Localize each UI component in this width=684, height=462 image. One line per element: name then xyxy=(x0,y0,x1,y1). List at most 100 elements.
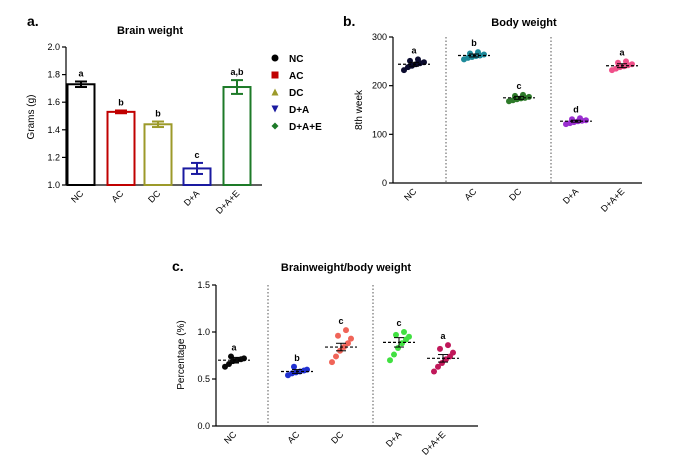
panel-a-bar xyxy=(106,110,136,186)
panel-a-significance-label: b xyxy=(118,97,124,107)
panel-a-legend-marker xyxy=(271,88,279,96)
panel-b-title: Body weight xyxy=(491,17,557,29)
panel-a-legend-marker xyxy=(271,71,279,79)
panel-b-data-point xyxy=(407,57,413,64)
panel-b-ylabel: 8th week xyxy=(354,89,365,130)
panel-c-category-label: DC xyxy=(329,429,346,446)
panel-b-ytick-label: 0 xyxy=(382,178,387,188)
panel-a-category-label: DC xyxy=(146,188,163,205)
panel-a-legend-label: D+A+E xyxy=(289,122,322,133)
panel-c-data-point xyxy=(335,332,341,339)
panel-b-ytick-label: 200 xyxy=(372,81,387,91)
panel-b-data-point xyxy=(415,56,421,63)
panel-c-category-label: D+A+E xyxy=(420,429,448,457)
panel-b-category-label: AC xyxy=(462,186,478,202)
panel-a-title: Brain weight xyxy=(117,25,183,37)
panel-a-legend-label: D+A xyxy=(289,105,309,116)
panel-a-bar xyxy=(222,86,252,186)
panel-b-data-point xyxy=(520,91,526,98)
panel-c-data-point xyxy=(345,340,351,347)
panel-c-data-point xyxy=(391,351,397,358)
panel-b-data-point xyxy=(629,61,635,68)
panel-c-data-point xyxy=(329,359,335,366)
panel-b-significance-label: a xyxy=(619,47,625,57)
panel-b-ytick-label: 100 xyxy=(372,129,387,139)
panel-b-ytick-label: 300 xyxy=(372,32,387,42)
panel-b-data-point xyxy=(615,59,621,66)
panel-c-data-point xyxy=(333,353,339,360)
panel-b-category-label: NC xyxy=(402,186,419,203)
panel-a-legend-label: DC xyxy=(289,88,303,99)
panel-c-data-point xyxy=(431,368,437,375)
panel-a-category-label: AC xyxy=(109,188,125,204)
panel-b-category-label: D+A+E xyxy=(599,186,627,214)
panel-a-ytick-label: 1.4 xyxy=(47,125,60,135)
panel-c-category-label: D+A xyxy=(384,429,404,449)
panel-c-ytick-label: 1.0 xyxy=(197,327,210,337)
panel-c-data-point xyxy=(406,333,412,340)
panel-a-significance-label: a,b xyxy=(230,67,244,77)
panel-b-data-point xyxy=(526,93,532,100)
panel-c-data-point xyxy=(395,344,401,351)
panel-a-ylabel: Grams (g) xyxy=(26,95,37,140)
panel-c-data-point xyxy=(348,335,354,342)
panel-c-title: Brainweight/body weight xyxy=(281,262,412,274)
panel-a-legend-label: NC xyxy=(289,54,303,65)
panel-c-ytick-label: 0.0 xyxy=(197,421,210,431)
panel-a-significance-label: c xyxy=(194,150,199,160)
panel-b-significance-label: d xyxy=(573,104,579,114)
panel-a-legend-marker xyxy=(271,54,279,62)
panel-a-ytick-label: 1.2 xyxy=(47,152,60,162)
panel-a-significance-label: a xyxy=(78,69,84,79)
panel-c-data-point xyxy=(228,353,234,360)
panel-a-label: a. xyxy=(27,13,39,29)
panel-c-data-point xyxy=(393,331,399,338)
panel-c-data-point xyxy=(387,357,393,364)
panel-c-significance-label: c xyxy=(338,316,343,326)
panel-a-category-label: D+A+E xyxy=(214,188,242,216)
panel-a-significance-label: b xyxy=(155,109,161,119)
panel-c-data-point xyxy=(437,345,443,352)
panel-c-data-point xyxy=(445,342,451,349)
panel-c-category-label: NC xyxy=(222,429,239,446)
panel-c-data-point xyxy=(341,344,347,351)
panel-c-significance-label: a xyxy=(231,342,237,352)
panel-b-label: b. xyxy=(343,13,355,29)
panel-c-ylabel: Percentage (%) xyxy=(176,320,187,389)
panel-c-data-point xyxy=(291,363,297,370)
panel-c-significance-label: c xyxy=(396,318,401,328)
panel-c: c. Brainweight/body weight Percentage (%… xyxy=(172,258,478,457)
panel-b: b. Body weight 8th week 0 100 200 300 a NC b A… xyxy=(343,13,642,214)
panel-a-ytick-label: 1.0 xyxy=(47,180,60,190)
panel-b-category-label: D+A xyxy=(561,186,581,206)
panel-b-significance-label: b xyxy=(471,38,477,48)
panel-b-data-point xyxy=(623,58,629,65)
panel-c-data-point xyxy=(343,327,349,334)
panel-a: a. Brain weight Grams (g) 1.0 1.2 1.4 1.6 1.… xyxy=(26,13,322,216)
panel-c-significance-label: a xyxy=(440,331,446,341)
panel-b-category-label: DC xyxy=(507,186,524,203)
panel-a-legend-label: AC xyxy=(289,71,303,82)
panel-b-data-point xyxy=(481,51,487,58)
panel-c-ytick-label: 1.5 xyxy=(197,280,210,290)
panel-b-significance-label: c xyxy=(516,81,521,91)
panel-a-ytick-label: 1.8 xyxy=(47,70,60,80)
panel-c-data-point xyxy=(435,363,441,370)
panel-c-data-point xyxy=(450,349,456,356)
panel-a-legend-marker xyxy=(271,122,279,130)
panel-a-ytick-label: 1.6 xyxy=(47,97,60,107)
panel-c-ytick-label: 0.5 xyxy=(197,374,210,384)
panel-a-category-label: D+A xyxy=(182,188,202,208)
panel-c-label: c. xyxy=(172,258,184,274)
panel-c-category-label: AC xyxy=(285,429,301,445)
panel-c-data-point xyxy=(401,329,407,335)
panel-a-ytick-label: 2.0 xyxy=(47,42,60,52)
panel-b-data-point xyxy=(583,117,589,124)
panel-b-significance-label: a xyxy=(411,45,417,55)
panel-a-legend-marker xyxy=(271,105,279,113)
panel-a-bar xyxy=(143,123,173,186)
panel-a-category-label: NC xyxy=(69,188,86,205)
panel-a-bar xyxy=(66,83,96,186)
panel-c-significance-label: b xyxy=(294,353,300,363)
